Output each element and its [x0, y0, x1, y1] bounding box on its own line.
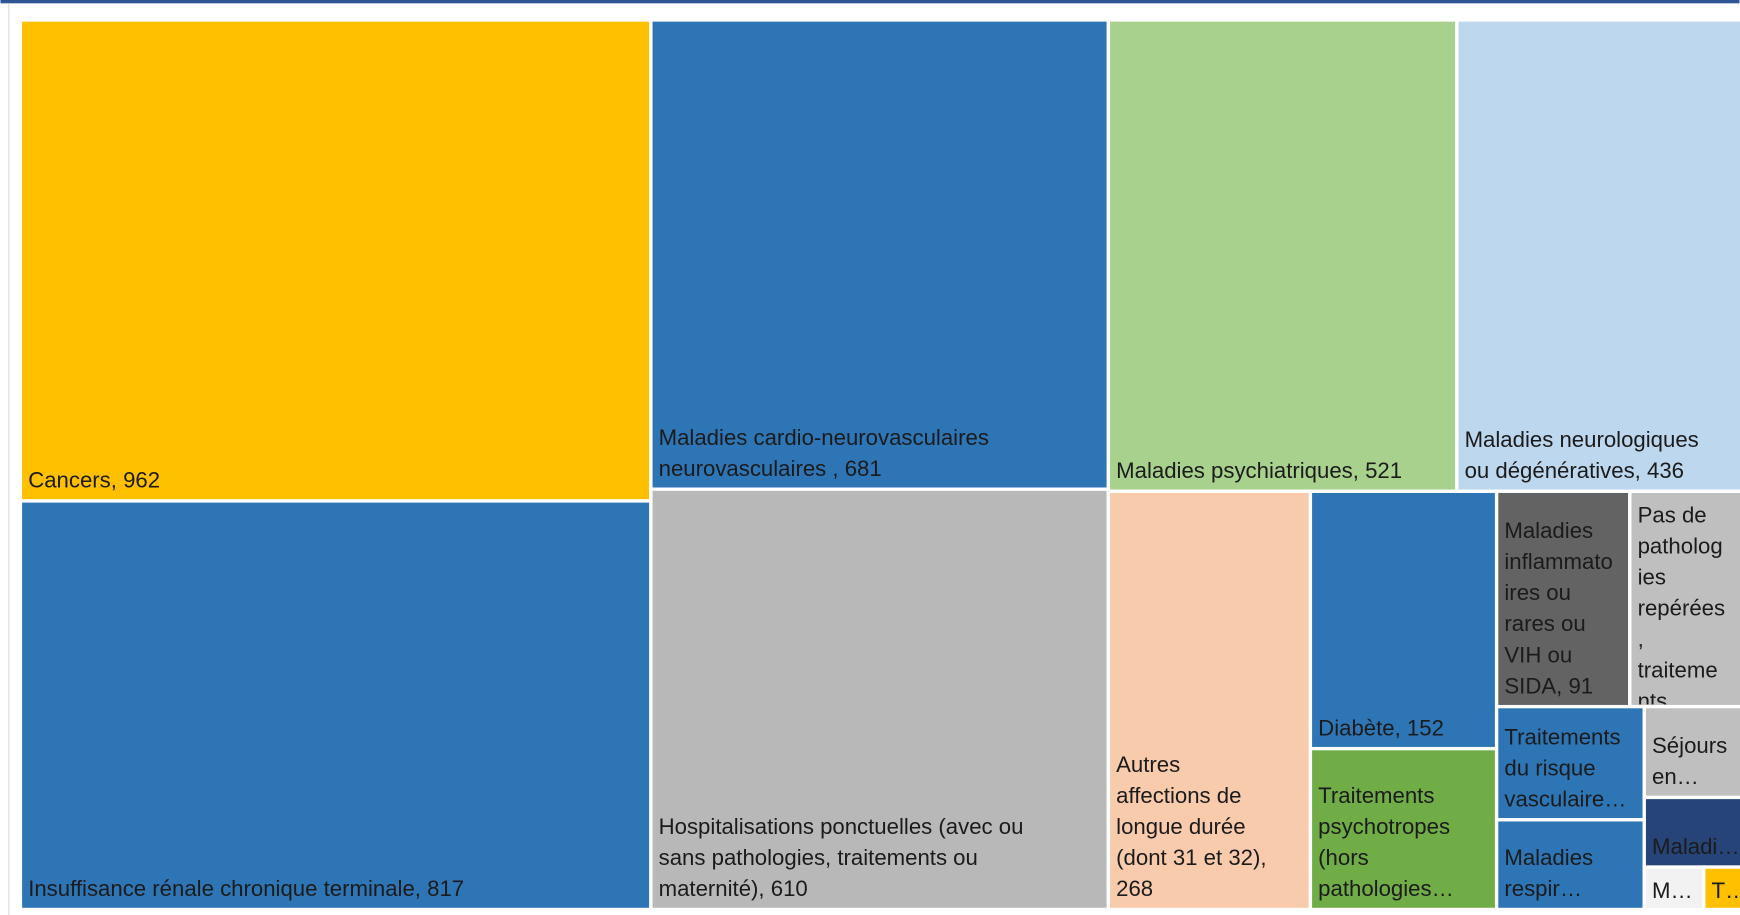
tile-label: Maladies respir… — [1504, 845, 1593, 901]
tile-label: Autres affections de longue durée (dont 31 … — [1116, 752, 1266, 901]
tile-label: Séjours en… — [1652, 733, 1727, 789]
tile-label: Maladies inflammato ires ou rares ou VIH ou S… — [1504, 518, 1612, 698]
tile-label: Traitements psychotropes (hors pathologies… — [1318, 783, 1454, 901]
treemap-tile — [1628, 489, 1740, 709]
tile-label: Maladies cardio-neurovasculaires neurovas… — [659, 425, 989, 481]
tile-label: Cancers, 962 — [28, 468, 160, 493]
tile-label: Diabète, 152 — [1318, 715, 1444, 740]
left-border — [8, 3, 10, 915]
treemap-tile — [1308, 489, 1499, 751]
treemap-tile — [1494, 704, 1646, 822]
treemap-tile — [1642, 704, 1740, 800]
treemap-tile — [1308, 746, 1499, 912]
tile-label: Hospitalisations ponctuelles (avec ou san… — [659, 814, 1024, 901]
tile-label: Maladies psychiatriques, 521 — [1116, 458, 1402, 483]
treemap-tile — [1494, 818, 1646, 912]
treemap-tile — [1106, 489, 1313, 912]
tile-label: Insuffisance rénale chronique terminale,… — [28, 876, 464, 901]
tile-label: M… — [1652, 878, 1693, 903]
treemap-tile — [18, 18, 653, 503]
tile-label: T… — [1712, 878, 1740, 903]
treemap-tile — [18, 499, 653, 912]
treemap-tile — [1642, 795, 1740, 869]
tile-label: Maladi… — [1652, 834, 1740, 859]
treemap-tile — [1455, 18, 1740, 493]
top-border — [0, 0, 1740, 4]
tile-label: Maladies neurologiques ou dégénératives, … — [1465, 427, 1699, 483]
treemap-tile — [649, 18, 1111, 491]
tile-label: Traitements du risque vasculaire… — [1504, 724, 1626, 811]
treemap-tile — [1702, 865, 1740, 912]
treemap-tile — [1106, 18, 1459, 493]
tile-label: Pas de patholog ies repérées, traiteme nts,… — [1638, 502, 1726, 713]
